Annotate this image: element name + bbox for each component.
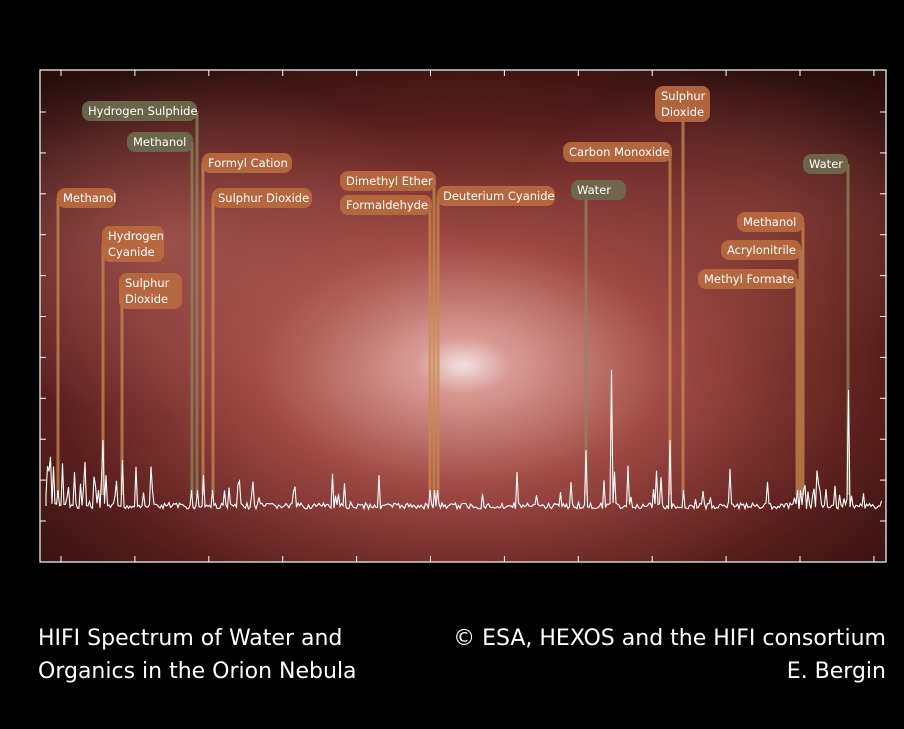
label-box	[119, 273, 182, 309]
label-box	[721, 240, 801, 260]
caption-right: © ESA, HEXOS and the HIFI consortium	[453, 626, 886, 651]
label-box	[202, 153, 292, 173]
label-text: Methanol	[743, 215, 796, 229]
label-box	[102, 226, 164, 262]
label-box	[127, 132, 193, 152]
label-line	[211, 198, 215, 495]
label-text: Carbon Monoxide	[569, 145, 669, 159]
label-text: Methanol	[133, 135, 186, 149]
caption: HIFI Spectrum of Water and Organics in th…	[38, 626, 886, 684]
caption-left: HIFI Spectrum of Water and	[38, 626, 342, 651]
label-box	[212, 188, 312, 208]
label-text: Sulphur	[661, 89, 706, 103]
label-box	[340, 171, 436, 191]
label-text: Sulphur Dioxide	[218, 191, 309, 205]
spectrum	[45, 369, 883, 511]
label-line	[436, 196, 440, 495]
label-text: Water	[577, 183, 611, 197]
label-line	[101, 244, 105, 495]
label-line	[120, 291, 124, 495]
label-text: Methyl Formate	[704, 272, 794, 286]
label-box	[655, 86, 710, 122]
label-line	[795, 279, 799, 495]
label-lines	[56, 104, 850, 495]
label-text: Dioxide	[125, 292, 168, 306]
label-text: Dioxide	[661, 105, 704, 119]
label-line	[201, 163, 205, 495]
labels: Hydrogen Sulphide Methanol Formyl Cation Su…	[57, 86, 848, 309]
label-text: Hydrogen Sulphide	[88, 104, 198, 118]
label-line	[190, 142, 194, 495]
label-text: Deuterium Cyanide	[443, 189, 555, 203]
label-line	[428, 205, 432, 495]
label-text: Cyanide	[108, 245, 155, 259]
label-box	[82, 101, 197, 121]
label-text: Formaldehyde	[346, 198, 428, 212]
label-box	[737, 212, 804, 232]
label-line	[584, 190, 588, 495]
label-line	[668, 152, 672, 495]
label-text: Water	[809, 157, 843, 171]
label-box	[340, 195, 432, 215]
label-box	[698, 269, 797, 289]
label-line	[846, 164, 850, 495]
label-box	[571, 180, 626, 200]
label-text: Formyl Cation	[208, 156, 288, 170]
label-text: Hydrogen	[108, 229, 164, 243]
label-line	[56, 198, 60, 495]
label-line	[801, 222, 805, 495]
caption-right: E. Bergin	[787, 659, 886, 684]
caption-left: Organics in the Orion Nebula	[38, 659, 357, 684]
label-box	[563, 142, 672, 162]
label-box	[803, 154, 848, 174]
label-text: Acrylonitrile	[727, 243, 796, 257]
label-line	[195, 111, 199, 495]
label-line	[681, 104, 685, 495]
frame-ticks	[40, 70, 886, 562]
label-text: Methanol	[63, 191, 116, 205]
label-line	[432, 181, 436, 495]
label-text: Sulphur	[125, 276, 170, 290]
label-box	[437, 186, 555, 206]
label-text: Dimethyl Ether	[346, 174, 433, 188]
label-box	[57, 188, 116, 208]
label-line	[798, 250, 802, 495]
